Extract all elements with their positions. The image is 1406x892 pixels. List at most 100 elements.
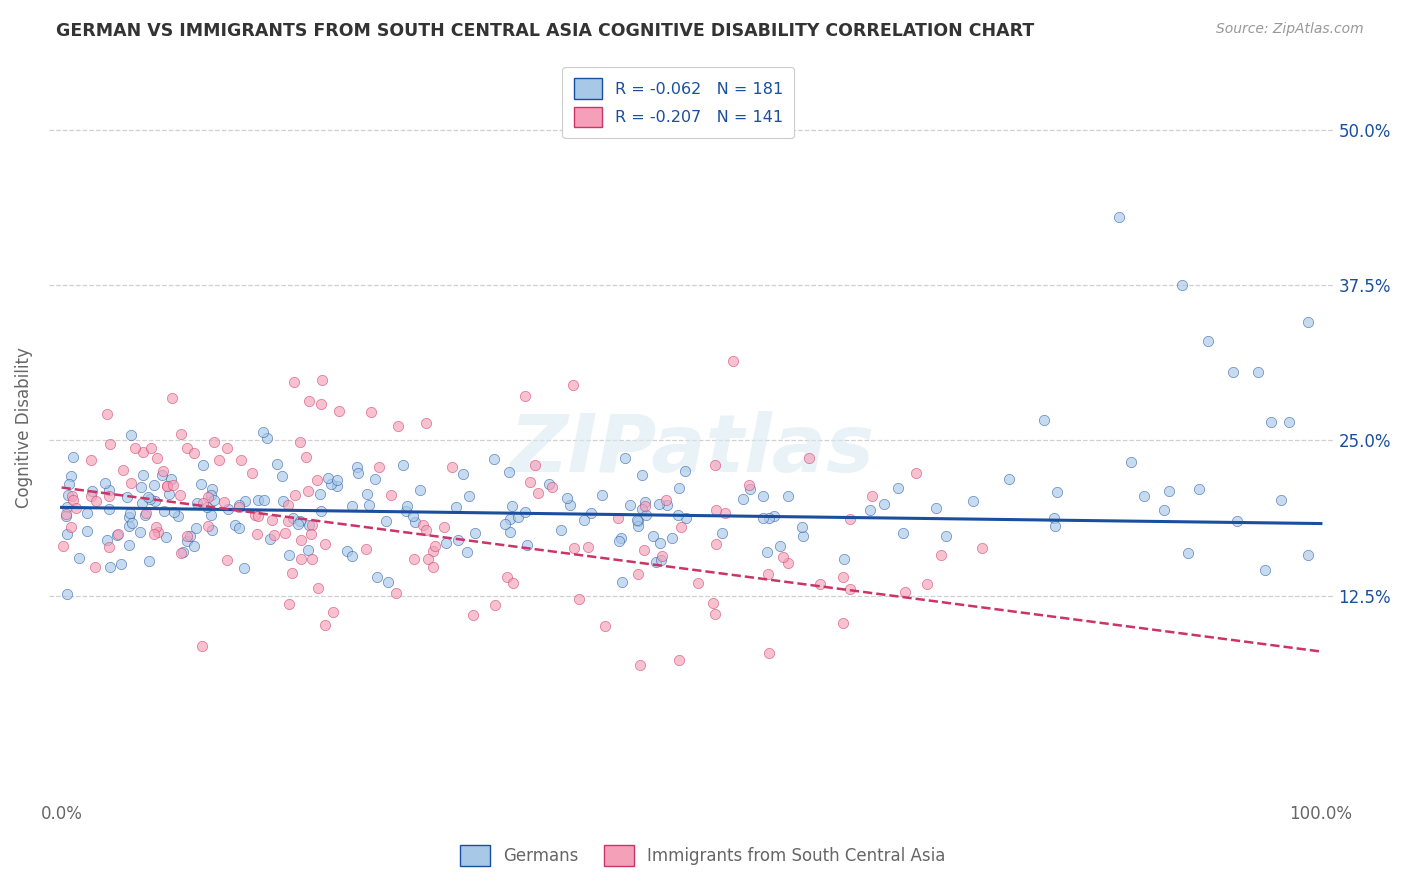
Point [212,495,235,509]
Point [266,457,288,471]
Point [610,575,633,590]
Point [591,488,613,502]
Point [1298,315,1320,329]
Point [484,598,506,612]
Point [550,524,572,538]
Point [318,470,340,484]
Point [447,533,470,548]
Point [792,528,814,542]
Point [935,528,957,542]
Point [58,476,80,491]
Point [630,467,652,482]
Point [516,538,538,552]
Point [758,511,780,525]
Point [893,585,915,599]
Point [1132,490,1154,504]
Point [136,491,159,505]
Point [668,481,690,495]
Y-axis label: Cognitive Disability: Cognitive Disability [15,348,32,508]
Legend: R = -0.062   N = 181, R = -0.207   N = 141: R = -0.062 N = 181, R = -0.207 N = 141 [562,67,794,138]
Point [647,497,669,511]
Point [184,521,207,535]
Point [1270,492,1292,507]
Point [634,508,657,523]
Point [1157,484,1180,499]
Point [79,453,101,467]
Point [409,483,432,497]
Point [558,498,581,512]
Point [537,477,560,491]
Point [281,566,304,581]
Point [433,520,456,534]
Point [711,526,734,541]
Point [156,479,179,493]
Point [579,507,602,521]
Point [832,570,855,584]
Point [62,492,84,507]
Point [627,514,650,528]
Point [197,519,219,533]
Point [183,539,205,553]
Point [145,450,167,465]
Point [626,513,648,527]
Point [148,525,170,540]
Point [619,499,641,513]
Point [176,529,198,543]
Point [76,524,98,538]
Point [457,489,479,503]
Point [360,404,382,418]
Point [274,525,297,540]
Point [873,497,896,511]
Point [756,567,779,582]
Point [756,545,779,559]
Point [98,489,121,503]
Point [290,533,312,547]
Point [247,509,270,524]
Point [721,353,744,368]
Point [423,539,446,553]
Point [702,596,724,610]
Point [283,511,305,525]
Point [614,451,637,466]
Point [314,537,336,551]
Point [202,493,225,508]
Point [121,516,143,530]
Point [117,519,139,533]
Point [364,472,387,486]
Point [776,556,799,570]
Point [60,489,83,503]
Point [499,511,522,525]
Point [704,537,727,551]
Point [118,510,141,524]
Point [440,460,463,475]
Point [498,465,520,479]
Point [415,524,437,538]
Point [231,452,253,467]
Point [224,517,246,532]
Point [299,527,322,541]
Point [506,509,529,524]
Point [402,552,425,566]
Point [309,503,332,517]
Point [204,435,226,450]
Point [96,533,118,547]
Point [228,500,250,514]
Point [259,533,281,547]
Point [56,488,79,502]
Point [808,577,831,591]
Point [1033,413,1056,427]
Point [494,516,516,531]
Point [915,577,938,591]
Point [336,543,359,558]
Point [737,477,759,491]
Point [152,464,174,478]
Point [347,466,370,480]
Point [704,458,727,472]
Point [673,464,696,478]
Point [67,550,90,565]
Text: ZIPatlas: ZIPatlas [509,411,873,489]
Point [134,508,156,522]
Point [1253,563,1275,577]
Point [661,531,683,545]
Point [1247,365,1270,379]
